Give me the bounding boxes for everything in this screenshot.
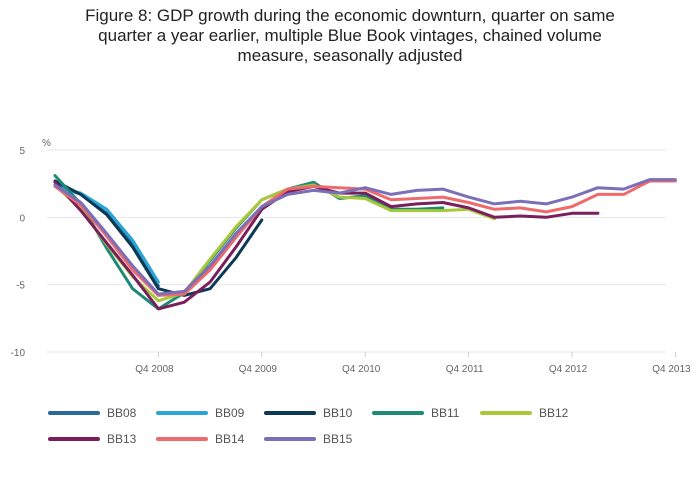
legend-swatch bbox=[264, 437, 316, 441]
legend-item-bb15[interactable]: BB15 bbox=[264, 432, 352, 446]
legend-swatch bbox=[156, 437, 208, 441]
series-line-bb15 bbox=[53, 178, 677, 296]
x-tick-label: Q4 2010 bbox=[342, 364, 381, 375]
legend-item-bb09[interactable]: BB09 bbox=[156, 406, 244, 420]
chart-title-line-3: measure, seasonally adjusted bbox=[237, 46, 463, 65]
series-lines bbox=[53, 174, 677, 311]
legend-item-bb13[interactable]: BB13 bbox=[48, 432, 136, 446]
legend-label: BB10 bbox=[323, 406, 353, 420]
series-line-bb10 bbox=[53, 179, 264, 297]
legend-label: BB09 bbox=[215, 406, 245, 420]
x-tick-label: Q4 2009 bbox=[239, 364, 278, 375]
legend-swatch bbox=[48, 411, 100, 415]
legend-label: BB15 bbox=[323, 432, 353, 446]
x-tick-label: Q4 2013 bbox=[652, 364, 691, 375]
legend-label: BB12 bbox=[539, 406, 569, 420]
legend-swatch bbox=[480, 411, 532, 415]
legend-swatch bbox=[372, 411, 424, 415]
legend-swatch bbox=[264, 411, 316, 415]
axes: 5 0 -5 -10 Q4 2008 Q4 2009 Q4 2010 Q4 2011 Q4 20… bbox=[11, 146, 691, 375]
legend-label: BB13 bbox=[107, 432, 137, 446]
series-line-bb13 bbox=[53, 180, 600, 311]
legend-label: BB08 bbox=[107, 406, 137, 420]
chart-title-line-1: Figure 8: GDP growth during the economic… bbox=[85, 6, 615, 25]
legend-swatch bbox=[48, 437, 100, 441]
y-axis-unit-label: % bbox=[42, 138, 51, 149]
chart-title: Figure 8: GDP growth during the economic… bbox=[0, 6, 700, 66]
legend-label: BB14 bbox=[215, 432, 245, 446]
y-tick-label: 5 bbox=[19, 146, 25, 157]
legend-item-bb10[interactable]: BB10 bbox=[264, 406, 352, 420]
legend-label: BB11 bbox=[431, 406, 460, 420]
grid bbox=[47, 149, 666, 353]
legend-item-bb11[interactable]: BB11 bbox=[372, 406, 459, 420]
legend-swatch bbox=[156, 411, 208, 415]
y-tick-label: -10 bbox=[11, 348, 26, 359]
chart-title-line-2: quarter a year earlier, multiple Blue Bo… bbox=[98, 26, 602, 45]
x-tick-label: Q4 2012 bbox=[549, 364, 588, 375]
x-tick-label: Q4 2008 bbox=[135, 364, 174, 375]
y-tick-label: 0 bbox=[19, 213, 25, 224]
x-tick-label: Q4 2011 bbox=[446, 364, 484, 375]
y-tick-label: -5 bbox=[16, 281, 25, 292]
legend-item-bb12[interactable]: BB12 bbox=[480, 406, 568, 420]
legend-item-bb14[interactable]: BB14 bbox=[156, 432, 244, 446]
legend-item-bb08[interactable]: BB08 bbox=[48, 406, 136, 420]
